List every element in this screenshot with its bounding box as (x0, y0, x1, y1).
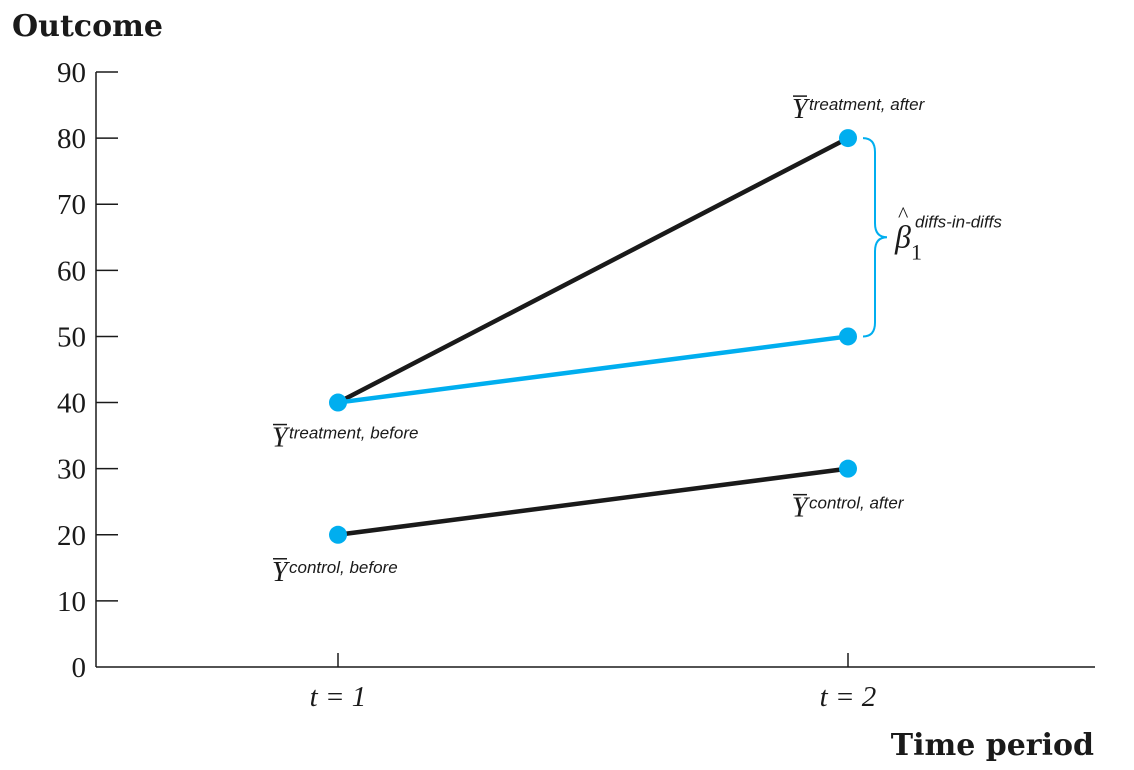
beta-superscript: diffs-in-diffs (915, 212, 1002, 231)
x-tick-label: t = 1 (310, 681, 367, 713)
beta-hat: ^ (898, 201, 909, 226)
point-label-text: treatment, before (289, 424, 418, 443)
y-ticks: 0 10 20 30 40 50 60 70 80 90 (57, 57, 118, 684)
point-label-text: control, after (809, 494, 905, 513)
diff-in-diff-brace (862, 137, 888, 338)
y-tick-label: 20 (57, 520, 86, 552)
series-line-1 (335, 334, 851, 405)
point-label-symbol: Y (792, 94, 811, 125)
x-ticks: t = 1 t = 2 (310, 653, 877, 713)
y-tick-label: 80 (57, 123, 86, 155)
point-label-text: control, before (289, 558, 398, 577)
series-line-2 (335, 466, 851, 538)
data-point (839, 129, 857, 148)
point-label-text: treatment, after (809, 95, 926, 114)
y-tick-label: 10 (57, 586, 86, 618)
y-tick-label: 50 (57, 321, 86, 353)
points-layer (329, 129, 857, 544)
series-line-0 (335, 135, 851, 405)
series-layer (335, 135, 851, 538)
point-label-symbol: Y (792, 493, 811, 524)
y-tick-label: 40 (57, 388, 86, 420)
beta-symbol: β (894, 218, 911, 254)
beta-subscript: 1 (911, 239, 922, 264)
y-tick-label: 90 (57, 57, 86, 89)
point-label-symbol: Y (272, 557, 291, 588)
data-point (839, 459, 857, 478)
x-tick-label: t = 2 (820, 681, 877, 713)
brace-layer: β^1 diffs-in-diffs (862, 137, 1002, 338)
data-point (329, 393, 347, 412)
y-tick-label: 30 (57, 454, 86, 486)
x-axis-title: Time period (891, 728, 1094, 763)
y-tick-label: 0 (72, 652, 87, 684)
y-tick-label: 60 (57, 255, 86, 287)
point-label-symbol: Y (272, 423, 291, 454)
data-point (329, 525, 347, 544)
y-axis-title: Outcome (12, 9, 163, 44)
data-point (839, 327, 857, 346)
y-tick-label: 70 (57, 189, 86, 221)
